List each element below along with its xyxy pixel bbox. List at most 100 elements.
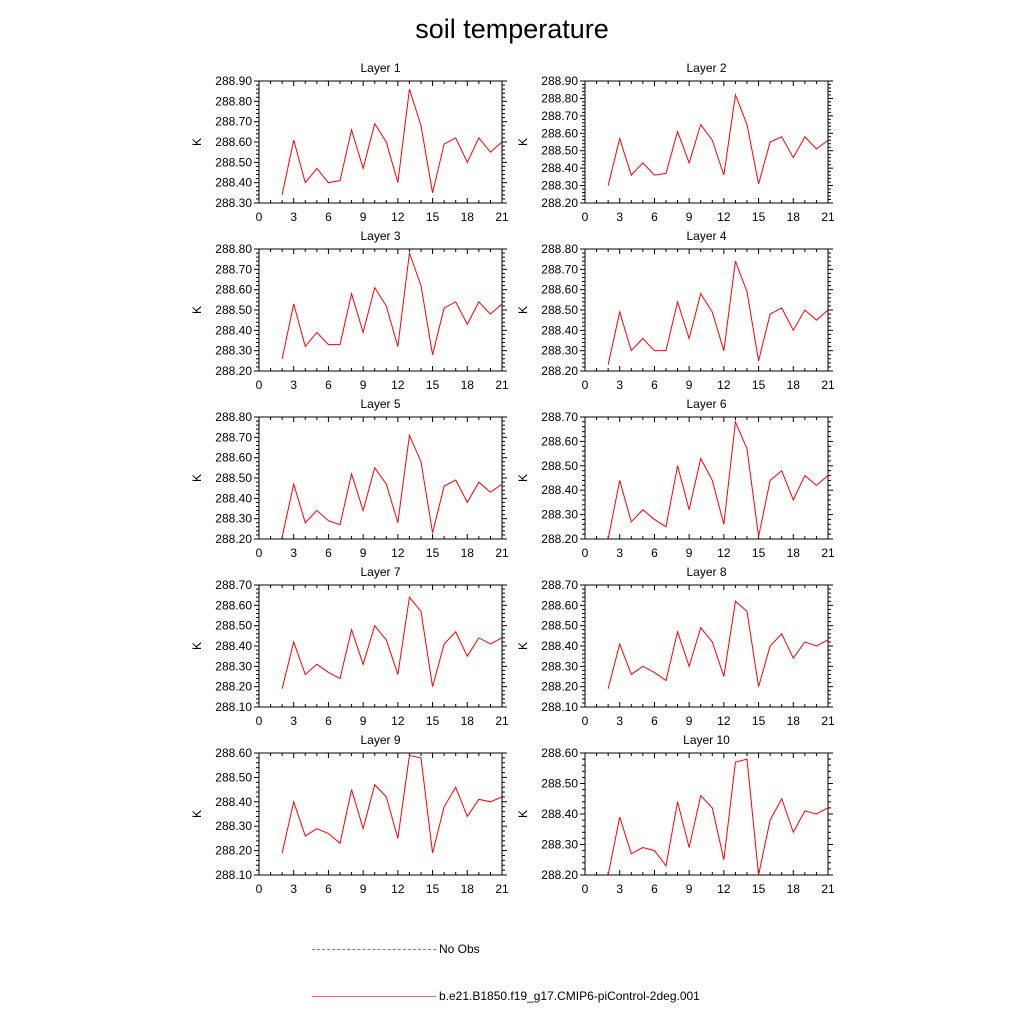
x-tick-label: 12: [717, 882, 731, 896]
y-axis-label: K: [516, 642, 530, 650]
y-tick-label: 288.50: [541, 777, 578, 791]
panel-title: Layer 7: [360, 565, 400, 579]
x-tick-label: 3: [290, 546, 297, 560]
y-tick-label: 288.40: [215, 795, 252, 809]
panel-title: Layer 4: [686, 229, 726, 243]
x-tick-label: 0: [582, 378, 589, 392]
x-tick-label: 3: [616, 546, 623, 560]
y-tick-label: 288.20: [541, 364, 578, 378]
x-tick-label: 21: [821, 882, 835, 896]
y-tick-label: 288.30: [541, 179, 578, 193]
x-tick-label: 0: [582, 882, 589, 896]
x-tick-label: 21: [495, 210, 509, 224]
y-tick-label: 288.20: [215, 680, 252, 694]
y-tick-label: 288.90: [215, 74, 252, 88]
y-tick-label: 288.10: [215, 868, 252, 882]
x-tick-label: 9: [360, 378, 367, 392]
y-tick-label: 288.60: [215, 135, 252, 149]
y-axis-label: K: [516, 810, 530, 818]
x-tick-label: 18: [787, 378, 801, 392]
x-tick-label: 15: [426, 378, 440, 392]
y-tick-label: 288.10: [215, 700, 252, 714]
x-tick-label: 21: [495, 546, 509, 560]
x-tick-label: 0: [256, 714, 263, 728]
panel-title: Layer 1: [360, 61, 400, 75]
x-tick-label: 18: [461, 378, 475, 392]
y-tick-label: 288.30: [215, 344, 252, 358]
y-tick-label: 288.30: [215, 196, 252, 210]
x-tick-label: 18: [787, 714, 801, 728]
y-tick-label: 288.30: [541, 344, 578, 358]
series-line: [607, 419, 828, 539]
y-tick-label: 288.70: [541, 262, 578, 276]
panel-title: Layer 8: [686, 565, 726, 579]
series-line: [607, 758, 828, 875]
y-tick-label: 288.50: [541, 459, 578, 473]
chart-panel: Layer 1 K 0 3 6 9 12 15 18 21 288.30 288.40 288.50 28…: [190, 61, 509, 224]
y-tick-label: 288.70: [215, 430, 252, 444]
x-tick-label: 18: [787, 882, 801, 896]
x-tick-label: 21: [495, 378, 509, 392]
chart-panel: Layer 5 K 0 3 6 9 12 15 18 21 288.20 288.30 288.40 28…: [190, 397, 509, 560]
x-tick-label: 6: [651, 882, 658, 896]
x-tick-label: 15: [426, 210, 440, 224]
y-tick-label: 288.40: [215, 491, 252, 505]
y-tick-label: 288.40: [215, 323, 252, 337]
series-line: [607, 92, 828, 186]
legend-swatch-dashed: [312, 949, 436, 950]
x-tick-label: 18: [787, 210, 801, 224]
x-tick-label: 3: [290, 714, 297, 728]
plot-frame: [584, 752, 829, 876]
plot-frame: [258, 80, 503, 204]
x-tick-label: 12: [391, 546, 405, 560]
x-tick-label: 12: [391, 210, 405, 224]
y-tick-label: 288.30: [215, 512, 252, 526]
plot-frame: [584, 584, 829, 708]
series-line: [607, 600, 828, 689]
series-line: [281, 252, 502, 359]
chart-panel: Layer 8 K 0 3 6 9 12 15 18 21 288.10 288.20 288.30 28…: [516, 565, 835, 728]
x-tick-label: 21: [495, 714, 509, 728]
y-tick-label: 288.60: [541, 283, 578, 297]
legend-swatch-solid: [312, 996, 436, 997]
x-tick-label: 15: [752, 546, 766, 560]
y-tick-label: 288.50: [541, 144, 578, 158]
plot-frame: [258, 752, 503, 876]
y-axis-label: K: [190, 306, 204, 314]
x-tick-label: 9: [360, 882, 367, 896]
x-tick-label: 9: [686, 210, 693, 224]
y-tick-label: 288.60: [541, 746, 578, 760]
series-line: [281, 596, 502, 689]
plot-frame: [584, 80, 829, 204]
x-tick-label: 12: [391, 882, 405, 896]
x-tick-label: 9: [686, 546, 693, 560]
y-tick-label: 288.80: [541, 91, 578, 105]
x-tick-label: 0: [256, 882, 263, 896]
x-tick-label: 0: [582, 714, 589, 728]
y-tick-label: 288.20: [215, 364, 252, 378]
y-tick-label: 288.70: [215, 115, 252, 129]
x-tick-label: 6: [325, 714, 332, 728]
x-tick-label: 6: [325, 546, 332, 560]
chart-panel: Layer 6 K 0 3 6 9 12 15 18 21 288.20 288.30 288.40 28…: [516, 397, 835, 560]
x-tick-label: 12: [391, 378, 405, 392]
y-tick-label: 288.60: [541, 126, 578, 140]
y-tick-label: 288.40: [541, 807, 578, 821]
x-tick-label: 15: [426, 714, 440, 728]
y-tick-label: 288.60: [541, 434, 578, 448]
x-tick-label: 9: [360, 546, 367, 560]
x-tick-label: 9: [686, 378, 693, 392]
x-tick-label: 3: [616, 882, 623, 896]
y-tick-label: 288.30: [541, 508, 578, 522]
x-tick-label: 3: [616, 714, 623, 728]
y-tick-label: 288.40: [541, 323, 578, 337]
x-tick-label: 21: [821, 210, 835, 224]
y-tick-label: 288.80: [541, 242, 578, 256]
chart-panel: Layer 7 K 0 3 6 9 12 15 18 21 288.10 288.20 288.30 28…: [190, 565, 509, 728]
x-tick-label: 9: [686, 714, 693, 728]
y-axis-label: K: [190, 138, 204, 146]
x-tick-label: 18: [787, 546, 801, 560]
y-tick-label: 288.20: [541, 868, 578, 882]
y-tick-label: 288.40: [541, 639, 578, 653]
